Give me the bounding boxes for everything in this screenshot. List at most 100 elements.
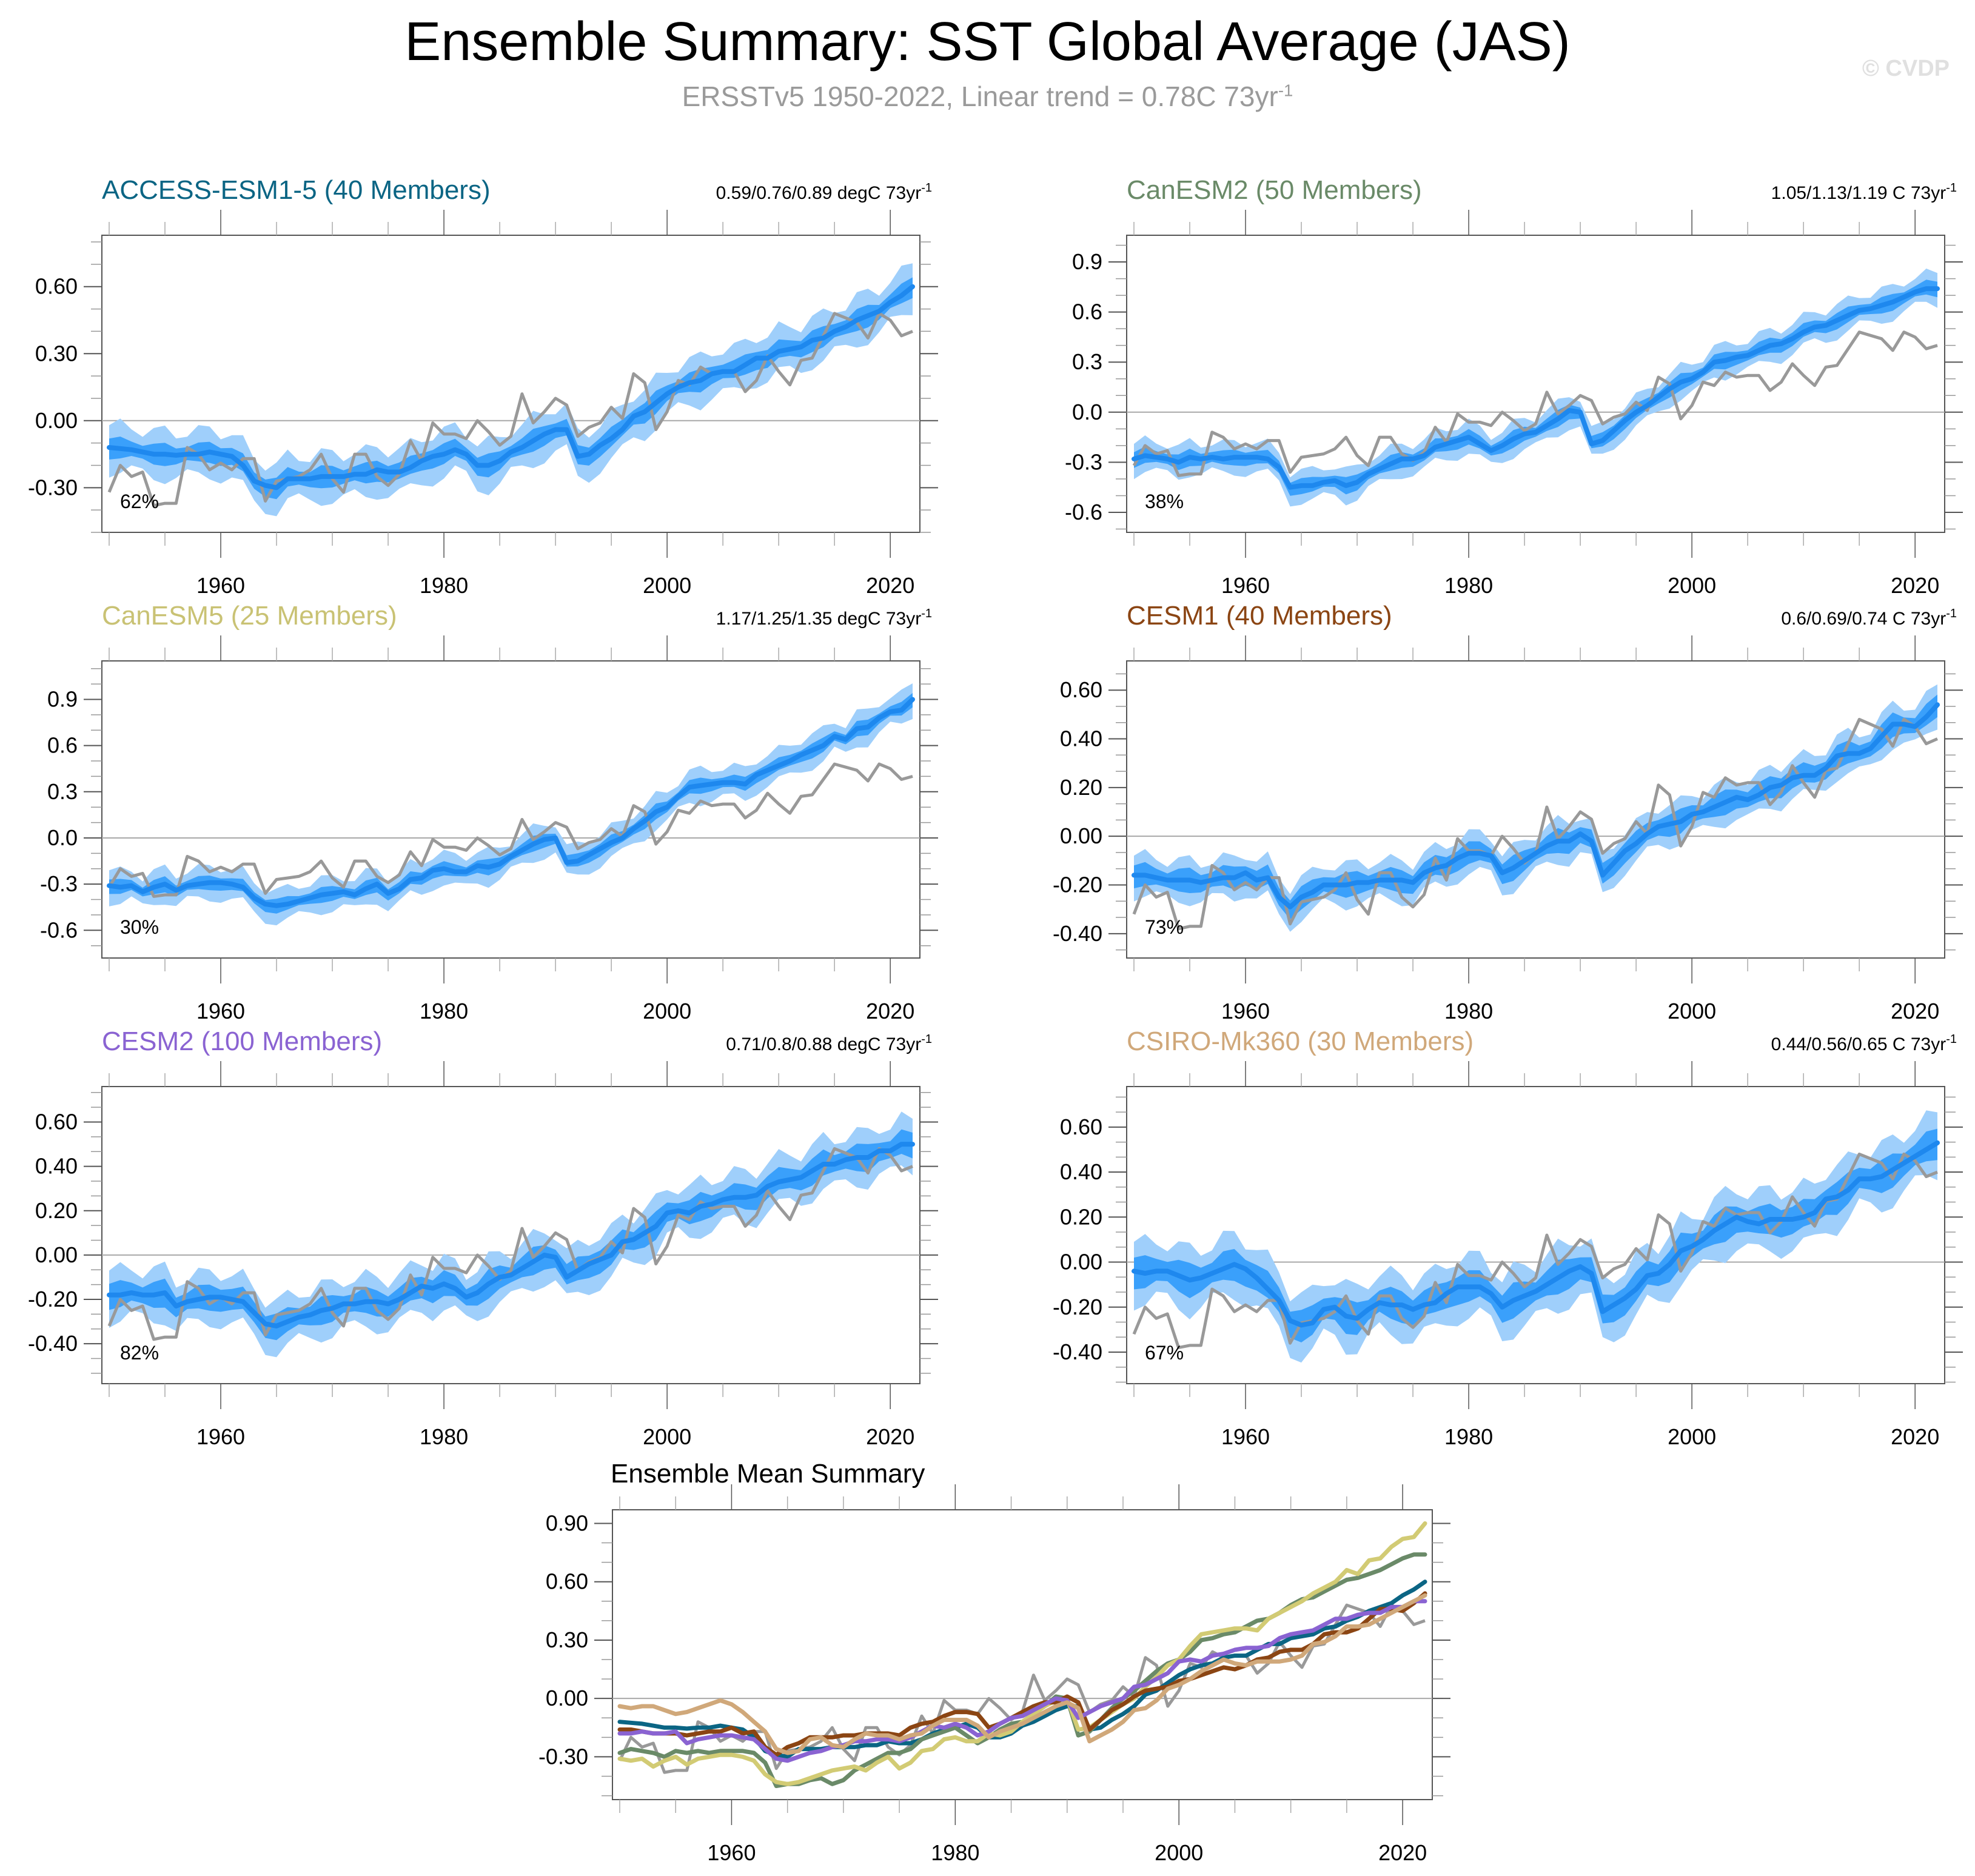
series-line-canesm2 — [617, 1552, 1427, 1788]
x-tick-label: 1960 — [1221, 1424, 1270, 1449]
outer-spread-band — [1134, 684, 1937, 932]
y-tick-label: 0.6 — [1072, 300, 1102, 324]
y-tick-label: 0.00 — [1060, 823, 1102, 848]
x-tick-label: 2020 — [1891, 1424, 1939, 1449]
percent-label: 38% — [1145, 491, 1184, 512]
y-tick-label: -0.20 — [1053, 873, 1102, 897]
panel-title: ACCESS-ESM1-5 (40 Members) — [102, 175, 491, 205]
inner-spread-band — [109, 692, 913, 914]
panel-1: CanESM2 (50 Members) 1.05/1.13/1.19 C 73y… — [1065, 175, 1963, 598]
x-tick-label: 1960 — [1221, 573, 1270, 598]
panel-0: ACCESS-ESM1-5 (40 Members) 0.59/0.76/0.89… — [28, 175, 938, 598]
subtitle-text: ERSSTv5 1950-2022, Linear trend = 0.78C … — [682, 81, 1278, 112]
x-tick-label: 1960 — [196, 573, 245, 598]
trend-label: 0.59/0.76/0.89 degC 73yr-1 — [716, 181, 932, 203]
y-tick-label: 0.60 — [1060, 677, 1102, 702]
y-tick-label: 0.60 — [1060, 1114, 1102, 1139]
trend-label: 0.44/0.56/0.65 C 73yr-1 — [1771, 1033, 1957, 1054]
ensemble-mean-line — [107, 284, 915, 491]
outer-spread-band — [109, 1111, 913, 1358]
x-tick-label: 2020 — [866, 1424, 914, 1449]
outer-spread-band — [109, 263, 913, 517]
x-tick-label: 1960 — [707, 1840, 756, 1865]
trend-label: 1.05/1.13/1.19 C 73yr-1 — [1771, 181, 1957, 203]
panel-title: CSIRO-Mk360 (30 Members) — [1127, 1027, 1474, 1056]
y-tick-label: -0.6 — [1065, 500, 1102, 524]
x-tick-label: 2000 — [1668, 999, 1716, 1023]
trend-label: 0.6/0.69/0.74 C 73yr-1 — [1781, 607, 1957, 629]
y-tick-label: 0.30 — [35, 341, 78, 366]
cvdp-watermark: © CVDP — [1862, 56, 1950, 81]
y-tick-label: -0.3 — [40, 871, 78, 896]
y-tick-label: 0.90 — [546, 1510, 588, 1535]
series-line-csiro-mk360 — [617, 1593, 1427, 1755]
plot-frame — [1126, 660, 1945, 959]
y-tick-label: 0.00 — [1060, 1250, 1102, 1275]
panel-3: CESM1 (40 Members) 0.6/0.69/0.74 C 73yr-1… — [1053, 601, 1963, 1023]
subtitle-superscript: -1 — [1278, 81, 1293, 100]
y-tick-label: 0.9 — [1072, 249, 1102, 274]
plot-frame — [1126, 1086, 1945, 1384]
x-tick-label: 2020 — [866, 999, 914, 1023]
percent-label: 62% — [120, 491, 159, 512]
ensemble-mean-line — [1132, 1140, 1940, 1328]
y-tick-label: 0.60 — [35, 1110, 78, 1134]
outer-spread-band — [1134, 268, 1937, 507]
y-tick-label: 0.3 — [47, 779, 78, 804]
series-line-cesm2 — [617, 1599, 1427, 1763]
y-tick-label: 0.60 — [546, 1569, 588, 1594]
y-tick-label: 0.00 — [35, 1242, 78, 1267]
y-tick-label: 0.0 — [47, 825, 78, 850]
y-tick-label: 0.6 — [47, 733, 78, 758]
inner-spread-band — [1134, 280, 1937, 496]
main-title: Ensemble Summary: SST Global Average (JA… — [404, 12, 1571, 72]
y-tick-label: 0.9 — [47, 686, 78, 711]
panel-title: CanESM2 (50 Members) — [1127, 175, 1422, 205]
plot-frame — [101, 235, 920, 533]
x-tick-label: 2020 — [866, 573, 914, 598]
panel-title: CESM1 (40 Members) — [1127, 601, 1392, 631]
observations-line — [107, 1147, 913, 1341]
trend-label: 0.71/0.8/0.88 degC 73yr-1 — [726, 1033, 932, 1054]
x-tick-label: 2000 — [643, 999, 691, 1023]
percent-label: 67% — [1145, 1342, 1184, 1364]
y-tick-label: 0.3 — [1072, 349, 1102, 374]
y-tick-label: -0.40 — [1053, 921, 1102, 946]
y-tick-label: -0.40 — [1053, 1339, 1102, 1364]
ensemble-mean-line — [107, 1142, 915, 1328]
x-tick-label: 1960 — [1221, 999, 1270, 1023]
plot-frame — [612, 1509, 1433, 1800]
inner-spread-band — [1134, 694, 1937, 920]
x-tick-label: 1960 — [196, 1424, 245, 1449]
x-tick-label: 2000 — [643, 573, 691, 598]
x-tick-label: 1980 — [420, 1424, 468, 1449]
x-tick-label: 2000 — [1668, 573, 1716, 598]
x-tick-label: 1960 — [196, 999, 245, 1023]
x-tick-label: 2020 — [1378, 1840, 1427, 1865]
y-tick-label: -0.3 — [1065, 449, 1102, 474]
y-tick-label: 0.00 — [546, 1686, 588, 1710]
series-line-cesm1 — [617, 1591, 1427, 1757]
y-tick-label: -0.20 — [1053, 1295, 1102, 1319]
y-tick-label: -0.6 — [40, 917, 78, 942]
outer-spread-band — [1134, 1110, 1937, 1363]
y-tick-label: -0.30 — [28, 475, 78, 500]
observations-line — [107, 762, 913, 898]
x-tick-label: 1980 — [931, 1840, 979, 1865]
panel-title: Ensemble Mean Summary — [611, 1459, 925, 1489]
x-tick-label: 2000 — [1668, 1424, 1716, 1449]
plot-frame — [101, 660, 920, 959]
observations-line — [1132, 1152, 1938, 1350]
ensemble-mean-line — [1132, 286, 1940, 490]
ensemble-mean-line — [1132, 702, 1940, 910]
percent-label: 30% — [120, 916, 159, 938]
panel-2: CanESM5 (25 Members) 1.17/1.25/1.35 degC … — [40, 601, 938, 1023]
x-tick-label: 1980 — [420, 573, 468, 598]
x-tick-label: 2000 — [1155, 1840, 1203, 1865]
y-tick-label: 0.20 — [1060, 775, 1102, 800]
y-tick-label: 0.00 — [35, 408, 78, 433]
y-tick-label: 0.20 — [1060, 1204, 1102, 1229]
panel-6: Ensemble Mean Summary -0.30 0.00 0.30 0.60 0.… — [538, 1459, 1450, 1865]
trend-label: 1.17/1.25/1.35 degC 73yr-1 — [716, 607, 932, 629]
